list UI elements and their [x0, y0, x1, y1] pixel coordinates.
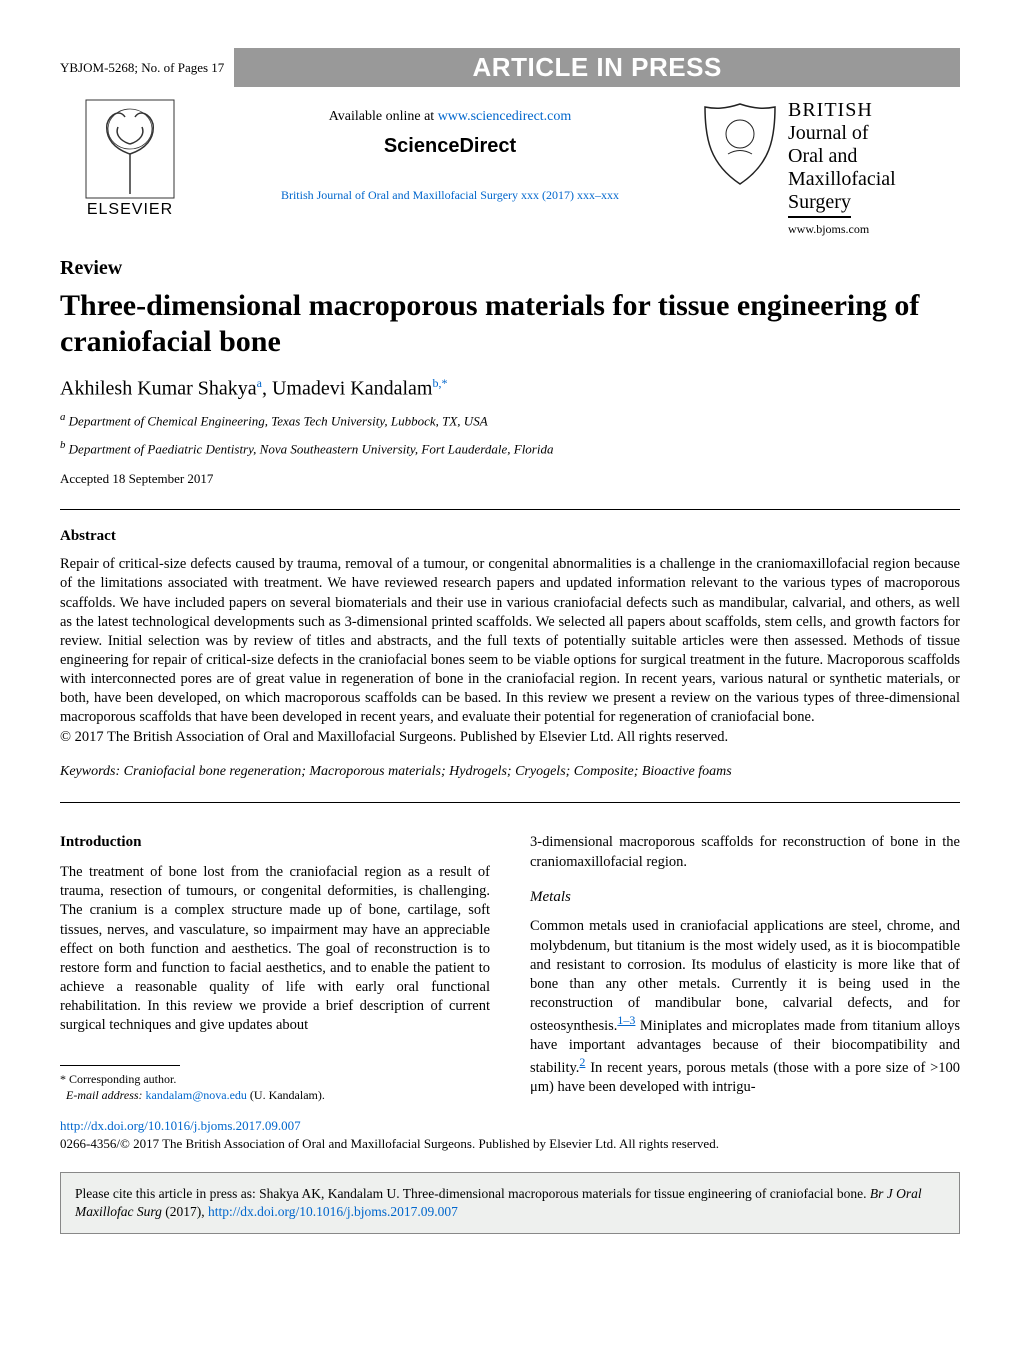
divider: [60, 802, 960, 803]
elsevier-tree-icon: [85, 99, 175, 199]
journal-block: BRITISH Journal of Oral and Maxillofacia…: [700, 99, 960, 237]
citebox-doi-link[interactable]: http://dx.doi.org/10.1016/j.bjoms.2017.0…: [208, 1204, 458, 1219]
doi-line: http://dx.doi.org/10.1016/j.bjoms.2017.0…: [60, 1118, 960, 1134]
journal-title: BRITISH Journal of Oral and Maxillofacia…: [788, 99, 896, 237]
keywords: Keywords: Craniofacial bone regeneration…: [60, 764, 960, 780]
available-online: Available online at www.sciencedirect.co…: [200, 109, 700, 125]
affil-text: Department of Paediatric Dentistry, Nova…: [69, 441, 554, 456]
article-type: Review: [60, 257, 960, 280]
journal-crest-icon: [700, 99, 780, 189]
metals-text: Common metals used in craniofacial appli…: [530, 918, 960, 1033]
author-sep: ,: [262, 378, 272, 400]
keywords-text: Craniofacial bone regeneration; Macropor…: [124, 764, 732, 779]
authors: Akhilesh Kumar Shakyaa, Umadevi Kandalam…: [60, 376, 960, 401]
affil-label: b: [60, 439, 65, 451]
abstract-heading: Abstract: [60, 528, 960, 545]
issn-line: 0266-4356/© 2017 The British Association…: [60, 1136, 960, 1152]
citation-box: Please cite this article in press as: Sh…: [60, 1172, 960, 1234]
citation-link[interactable]: 1–3: [617, 1013, 635, 1027]
footnote-separator: [60, 1065, 180, 1066]
metals-heading: Metals: [530, 888, 960, 908]
elsevier-label: ELSEVIER: [87, 201, 173, 219]
article-id: YBJOM-5268; No. of Pages 17: [60, 60, 224, 76]
body-columns: Introduction The treatment of bone lost …: [60, 833, 960, 1103]
elsevier-block: ELSEVIER: [60, 99, 200, 219]
column-right: 3-dimensional macroporous scaffolds for …: [530, 833, 960, 1103]
available-online-prefix: Available online at: [329, 109, 438, 124]
intro-paragraph: The treatment of bone lost from the cran…: [60, 863, 490, 1035]
affil-label: a: [60, 411, 65, 423]
footnote-email-link[interactable]: kandalam@nova.edu: [146, 1088, 247, 1102]
corresponding-footnote: * Corresponding author. E-mail address: …: [60, 1072, 490, 1103]
author-name: Umadevi Kandalam: [272, 378, 433, 400]
article-in-press-banner: ARTICLE IN PRESS: [234, 48, 960, 87]
footnote-star: *: [60, 1072, 66, 1086]
col2-lead: 3-dimensional macroporous scaffolds for …: [530, 833, 960, 871]
sciencedirect-logo: ScienceDirect: [200, 135, 700, 158]
metals-text: In recent years, porous metals (those wi…: [530, 1060, 960, 1095]
keywords-label: Keywords:: [60, 764, 120, 779]
journal-title-line: Journal of: [788, 122, 896, 145]
article-title: Three-dimensional macroporous materials …: [60, 288, 960, 360]
sciencedirect-link[interactable]: www.sciencedirect.com: [438, 109, 572, 124]
accepted-date: Accepted 18 September 2017: [60, 471, 960, 487]
abstract-text: Repair of critical-size defects caused b…: [60, 555, 960, 727]
footnote-email-owner: (U. Kandalam).: [250, 1088, 325, 1102]
column-left: Introduction The treatment of bone lost …: [60, 833, 490, 1103]
divider: [60, 509, 960, 510]
publisher-row: ELSEVIER Available online at www.science…: [60, 99, 960, 237]
journal-url[interactable]: www.bjoms.com: [788, 222, 896, 237]
citebox-year: (2017),: [162, 1204, 208, 1219]
center-block: Available online at www.sciencedirect.co…: [200, 99, 700, 203]
affiliation: b Department of Paediatric Dentistry, No…: [60, 439, 960, 457]
header-row: YBJOM-5268; No. of Pages 17 ARTICLE IN P…: [60, 48, 960, 87]
affil-text: Department of Chemical Engineering, Texa…: [69, 413, 488, 428]
author-name: Akhilesh Kumar Shakya: [60, 378, 257, 400]
abstract-copyright: © 2017 The British Association of Oral a…: [60, 729, 960, 746]
journal-title-line: Maxillofacial: [788, 168, 896, 191]
corresponding-star[interactable]: *: [441, 376, 447, 390]
intro-heading: Introduction: [60, 833, 490, 853]
citebox-prefix: Please cite this article in press as: Sh…: [75, 1186, 870, 1201]
doi-link[interactable]: http://dx.doi.org/10.1016/j.bjoms.2017.0…: [60, 1118, 301, 1133]
metals-paragraph: Common metals used in craniofacial appli…: [530, 917, 960, 1097]
journal-title-line: Surgery: [788, 191, 851, 218]
journal-reference[interactable]: British Journal of Oral and Maxillofacia…: [200, 188, 700, 203]
footnote-corresponding: Corresponding author.: [69, 1072, 176, 1086]
journal-title-line: BRITISH: [788, 99, 896, 122]
journal-title-line: Oral and: [788, 145, 896, 168]
page-root: YBJOM-5268; No. of Pages 17 ARTICLE IN P…: [0, 0, 1020, 1264]
affiliation: a Department of Chemical Engineering, Te…: [60, 411, 960, 429]
footnote-email-label: E-mail address:: [66, 1088, 143, 1102]
